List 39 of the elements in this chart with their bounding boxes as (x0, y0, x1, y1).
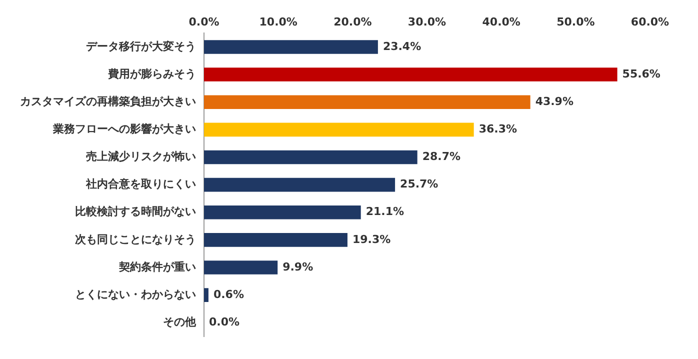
data-label: 36.3% (478, 122, 517, 136)
y-tick-label: 業務フローへの影響が大きい (52, 122, 196, 136)
bar (204, 178, 396, 192)
x-tick-label: 50.0% (556, 15, 595, 28)
data-label: 21.1% (366, 205, 404, 218)
x-tick-label: 40.0% (482, 15, 520, 28)
data-label: 0.6% (213, 288, 244, 301)
data-label: 43.9% (535, 94, 574, 108)
x-tick-label: 10.0% (259, 15, 298, 28)
data-label: 28.7% (422, 150, 461, 164)
bar (204, 122, 474, 137)
data-label: 25.7% (400, 178, 438, 191)
y-tick-label: その他 (163, 315, 197, 328)
x-tick-label: 20.0% (334, 15, 372, 28)
data-label: 9.9% (282, 260, 314, 274)
bar (204, 68, 618, 82)
bar (204, 233, 348, 247)
x-tick-label: 30.0% (408, 15, 446, 28)
y-tick-label: 次も同じことになりそう (75, 232, 196, 246)
bar (204, 40, 378, 54)
y-tick-label: カスタマイズの再構築負担が大きい (20, 94, 196, 108)
bar (204, 150, 418, 164)
data-label: 19.3% (352, 232, 391, 246)
y-tick-label: データ移行が大変そう (86, 40, 196, 53)
y-tick-label: 契約条件が重い (118, 260, 196, 274)
data-label: 0.0% (209, 315, 240, 328)
bar (204, 205, 361, 220)
y-tick-label: 比較検討する時間がない (75, 205, 196, 218)
y-tick-label: 費用が膨らみそう (107, 67, 196, 80)
data-label: 55.6% (622, 67, 660, 80)
bar (204, 260, 278, 274)
y-tick-label: 社内合意を取りにくい (85, 178, 196, 191)
y-tick-label: とくにない・わからない (75, 288, 196, 301)
y-tick-label: 売上減少リスクが怖い (86, 150, 196, 164)
x-tick-label: 0.0% (188, 15, 220, 28)
x-tick-label: 60.0% (630, 15, 670, 28)
bar (204, 95, 530, 109)
bar (204, 288, 208, 302)
data-label: 23.4% (382, 40, 422, 53)
